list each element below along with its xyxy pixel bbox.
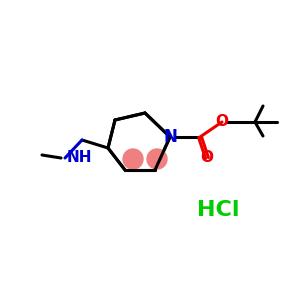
Text: NH: NH <box>67 151 92 166</box>
Text: O: O <box>200 151 214 166</box>
Text: N: N <box>163 128 177 146</box>
Circle shape <box>147 149 167 169</box>
Circle shape <box>123 149 143 169</box>
Text: O: O <box>215 115 229 130</box>
Text: HCl: HCl <box>197 200 239 220</box>
